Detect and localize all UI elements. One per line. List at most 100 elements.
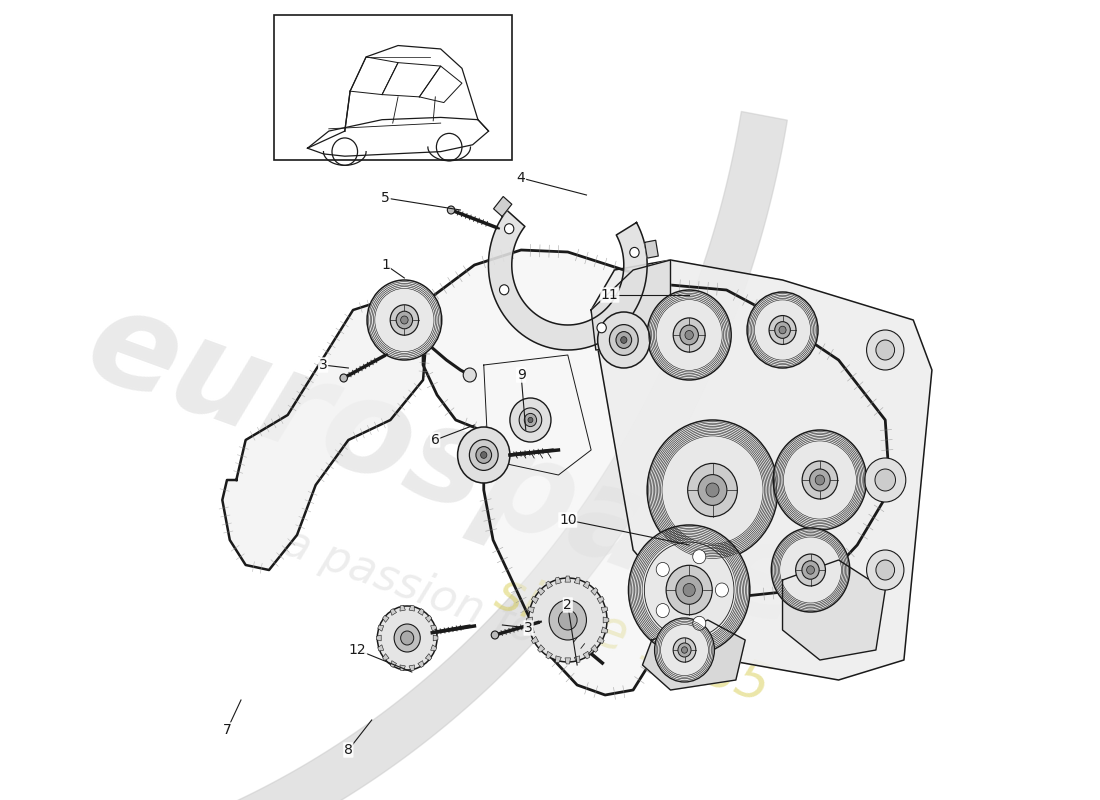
Circle shape bbox=[470, 440, 498, 470]
Polygon shape bbox=[409, 606, 415, 611]
Polygon shape bbox=[602, 627, 608, 633]
Circle shape bbox=[499, 285, 509, 294]
Text: 9: 9 bbox=[517, 368, 526, 382]
Circle shape bbox=[525, 414, 537, 426]
Polygon shape bbox=[556, 656, 561, 663]
Circle shape bbox=[630, 247, 639, 258]
Circle shape bbox=[549, 600, 586, 640]
Circle shape bbox=[529, 578, 607, 662]
Polygon shape bbox=[602, 607, 608, 613]
Circle shape bbox=[769, 315, 796, 345]
Polygon shape bbox=[538, 645, 544, 652]
Circle shape bbox=[476, 446, 492, 463]
Polygon shape bbox=[538, 588, 544, 595]
Circle shape bbox=[874, 469, 895, 491]
Circle shape bbox=[683, 583, 695, 597]
Polygon shape bbox=[591, 588, 598, 595]
Polygon shape bbox=[377, 645, 384, 651]
Text: 5: 5 bbox=[382, 191, 390, 205]
Bar bbox=[274, 15, 512, 160]
Polygon shape bbox=[433, 635, 438, 641]
Ellipse shape bbox=[693, 550, 706, 564]
Text: 4: 4 bbox=[517, 171, 526, 185]
Polygon shape bbox=[111, 111, 788, 800]
Polygon shape bbox=[528, 627, 535, 633]
Polygon shape bbox=[488, 210, 647, 350]
Polygon shape bbox=[556, 577, 561, 584]
Circle shape bbox=[377, 606, 437, 670]
Circle shape bbox=[795, 554, 825, 586]
Circle shape bbox=[685, 330, 693, 339]
Polygon shape bbox=[597, 636, 604, 643]
Polygon shape bbox=[531, 636, 539, 643]
Circle shape bbox=[647, 420, 778, 560]
Polygon shape bbox=[431, 625, 437, 631]
Circle shape bbox=[654, 618, 714, 682]
Circle shape bbox=[806, 566, 814, 574]
Text: 7: 7 bbox=[222, 723, 231, 737]
Polygon shape bbox=[531, 597, 539, 604]
Circle shape bbox=[667, 566, 712, 614]
Circle shape bbox=[673, 318, 705, 352]
Text: 12: 12 bbox=[349, 643, 366, 657]
Circle shape bbox=[396, 311, 412, 329]
Circle shape bbox=[773, 430, 867, 530]
Ellipse shape bbox=[693, 616, 706, 630]
Circle shape bbox=[448, 206, 454, 214]
Circle shape bbox=[616, 331, 631, 349]
Polygon shape bbox=[418, 661, 424, 667]
Text: 10: 10 bbox=[559, 513, 576, 527]
Polygon shape bbox=[390, 661, 397, 667]
Polygon shape bbox=[528, 607, 535, 613]
Polygon shape bbox=[431, 645, 437, 651]
Circle shape bbox=[463, 368, 476, 382]
Polygon shape bbox=[597, 597, 604, 604]
Circle shape bbox=[876, 340, 894, 360]
Polygon shape bbox=[583, 581, 590, 589]
Circle shape bbox=[688, 463, 737, 517]
Circle shape bbox=[706, 483, 719, 497]
Polygon shape bbox=[782, 560, 886, 660]
Polygon shape bbox=[645, 240, 658, 258]
Polygon shape bbox=[383, 615, 389, 622]
Polygon shape bbox=[390, 609, 397, 615]
Polygon shape bbox=[424, 250, 890, 695]
Circle shape bbox=[647, 290, 732, 380]
Polygon shape bbox=[426, 615, 432, 622]
Circle shape bbox=[747, 292, 818, 368]
Polygon shape bbox=[418, 609, 424, 615]
Circle shape bbox=[673, 638, 696, 662]
Text: 1: 1 bbox=[382, 258, 390, 272]
Polygon shape bbox=[546, 651, 552, 659]
Polygon shape bbox=[409, 665, 415, 670]
Ellipse shape bbox=[657, 603, 669, 618]
Circle shape bbox=[802, 561, 820, 579]
Ellipse shape bbox=[715, 583, 728, 597]
Text: 6: 6 bbox=[431, 433, 440, 447]
Circle shape bbox=[802, 461, 837, 499]
Circle shape bbox=[779, 326, 786, 334]
Circle shape bbox=[458, 427, 510, 483]
Circle shape bbox=[867, 330, 904, 370]
Circle shape bbox=[510, 398, 551, 442]
Polygon shape bbox=[565, 576, 571, 582]
Circle shape bbox=[867, 550, 904, 590]
Circle shape bbox=[609, 325, 638, 355]
Polygon shape bbox=[591, 260, 932, 680]
Polygon shape bbox=[527, 617, 532, 623]
Polygon shape bbox=[565, 658, 571, 664]
Polygon shape bbox=[574, 577, 580, 584]
Circle shape bbox=[367, 280, 442, 360]
Circle shape bbox=[771, 528, 850, 612]
Circle shape bbox=[400, 631, 414, 645]
Circle shape bbox=[876, 560, 894, 580]
Polygon shape bbox=[494, 197, 512, 217]
Circle shape bbox=[394, 624, 420, 652]
Circle shape bbox=[815, 475, 825, 485]
Text: since 1985: since 1985 bbox=[490, 566, 778, 714]
Polygon shape bbox=[426, 654, 432, 661]
Text: eurospares: eurospares bbox=[69, 278, 898, 682]
Polygon shape bbox=[583, 651, 590, 659]
Circle shape bbox=[675, 576, 703, 604]
Circle shape bbox=[597, 312, 650, 368]
